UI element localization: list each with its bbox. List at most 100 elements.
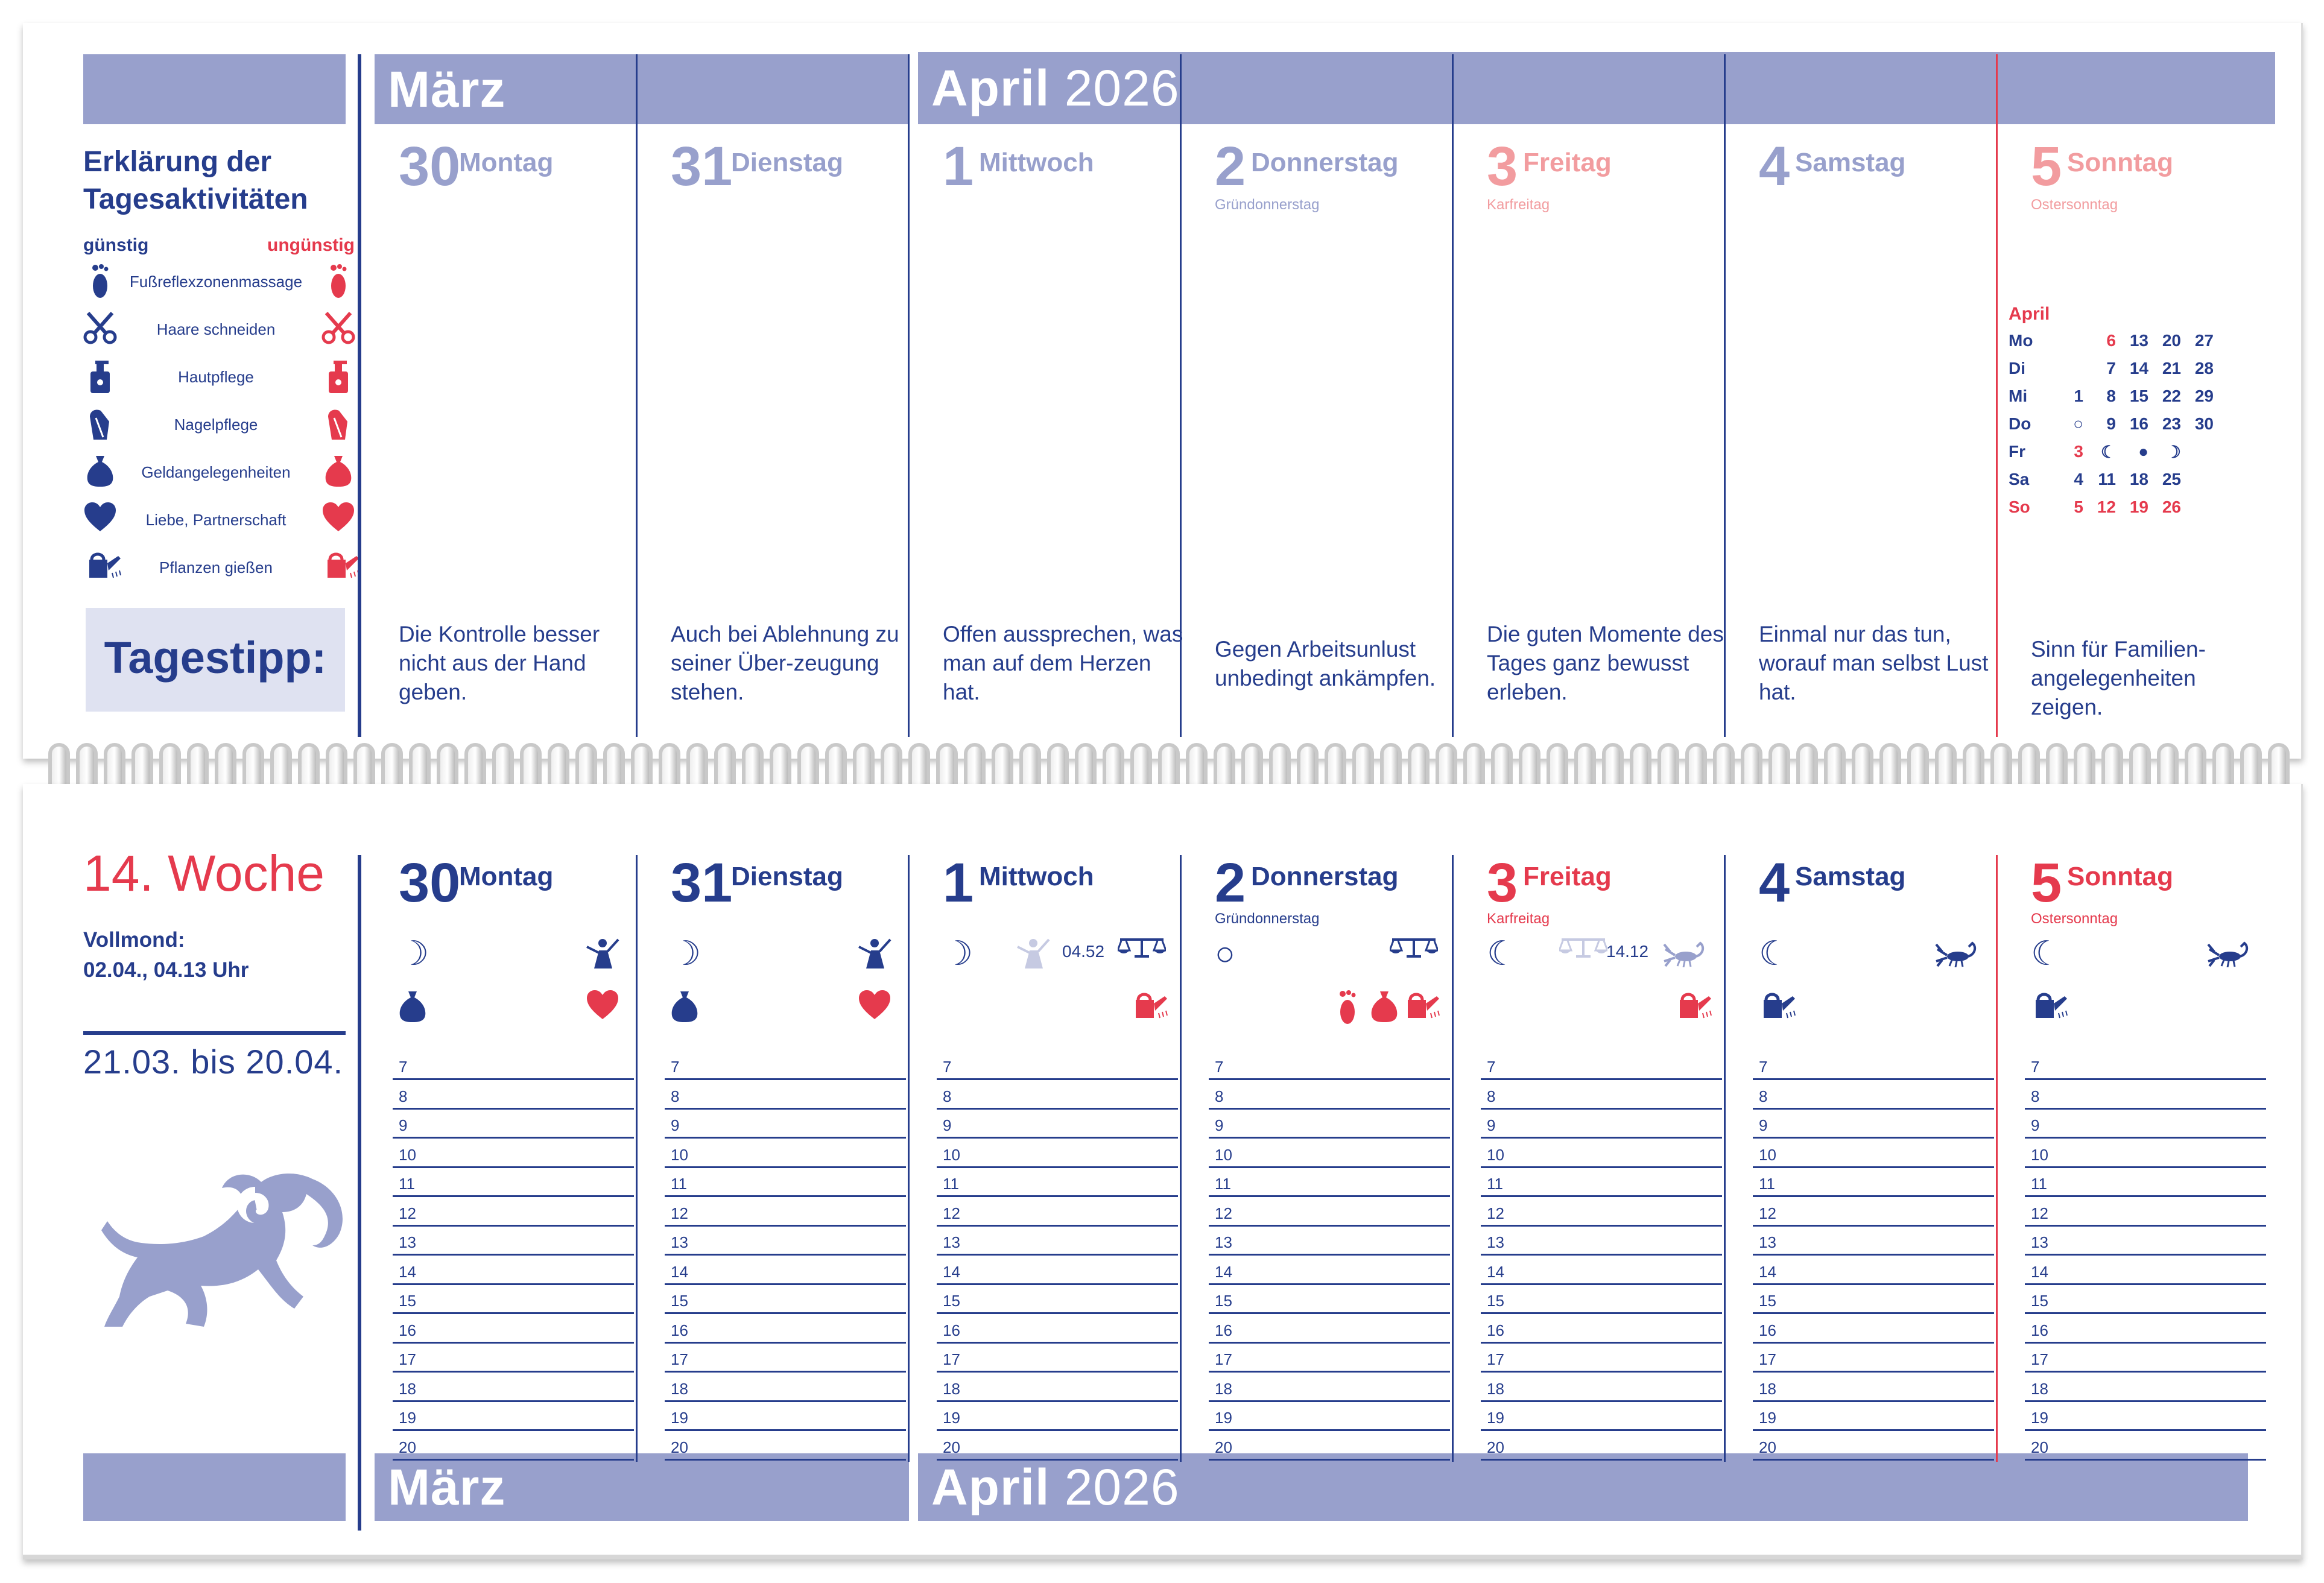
hour-line: 12: [1481, 1196, 1722, 1227]
hour-line: 7: [937, 1049, 1178, 1080]
top-day-tip: Offen aussprechen, was man auf dem Herze…: [943, 622, 1183, 704]
hour-label: 8: [1487, 1087, 1496, 1105]
hour-line: 19: [1209, 1400, 1450, 1431]
mini-calendar-cell: 8: [2106, 387, 2116, 405]
mini-calendar-table: Mo 6 13 20 27 Di 7 14 21 28 Mi 1 8 15 22 29 Do ○ 9 16 23 30 Fr…: [2009, 327, 2214, 521]
hour-line: 20: [1209, 1430, 1450, 1461]
top-day-tip: Die guten Momente des Tages ganz bewusst…: [1487, 622, 1724, 704]
hour-line: 11: [665, 1166, 906, 1197]
hour-line: 8: [665, 1079, 906, 1110]
zodiac-divider: [83, 1031, 346, 1035]
hour-line: 15: [1753, 1283, 1994, 1314]
hour-line: 13: [1481, 1225, 1722, 1256]
bottom-day-name: Samstag: [1795, 862, 1906, 891]
watering-can-icon: [1674, 989, 1712, 1026]
hour-label: 13: [1487, 1233, 1504, 1251]
footer-march-title: März: [388, 1459, 506, 1515]
watering-can-unfavorable-icon: [321, 549, 359, 583]
hour-line: 8: [393, 1079, 634, 1110]
top-day-number: 1: [943, 136, 974, 197]
hour-line: 8: [2025, 1079, 2266, 1110]
top-day-name: Samstag: [1795, 148, 1906, 177]
hour-line: 16: [1209, 1313, 1450, 1344]
hour-label: 13: [1759, 1233, 1776, 1251]
bottom-day-number: 1: [943, 852, 974, 914]
hour-line: 15: [937, 1283, 1178, 1314]
mini-calendar-cell: 19: [2129, 498, 2148, 516]
mini-calendar-cell: 14: [2129, 359, 2148, 378]
hour-line: 9: [1209, 1108, 1450, 1139]
heart-icon: [83, 501, 117, 535]
legend-row-2: Hautpflege: [83, 358, 367, 394]
hour-label: 11: [1487, 1175, 1503, 1193]
hour-line: 7: [1209, 1049, 1450, 1080]
mini-calendar-cell: 1: [2074, 387, 2083, 405]
heart-icon: [586, 989, 619, 1023]
mini-calendar-cell: ○: [2073, 414, 2083, 433]
hour-label: 19: [671, 1409, 688, 1427]
hour-label: 7: [2031, 1058, 2040, 1076]
hour-line: 14: [665, 1254, 906, 1285]
virgo-icon: [856, 936, 893, 973]
mini-calendar-cell: 7: [2106, 359, 2116, 378]
watering-can-icon: [83, 549, 121, 583]
mini-calendar-cell: 3: [2074, 442, 2083, 461]
scorpio-icon: [1662, 941, 1706, 970]
hour-line: 18: [1481, 1371, 1722, 1402]
hour-line: 10: [2025, 1137, 2266, 1168]
hour-line: 8: [937, 1079, 1178, 1110]
hour-line: 9: [2025, 1108, 2266, 1139]
hour-label: 9: [399, 1116, 408, 1134]
hour-label: 10: [399, 1145, 416, 1164]
hour-line: 20: [393, 1430, 634, 1461]
hour-label: 17: [399, 1350, 416, 1368]
libra-icon: [1557, 936, 1609, 963]
top-day-tip: Einmal nur das tun, worauf man selbst Lu…: [1759, 622, 1989, 704]
hour-line: 17: [937, 1342, 1178, 1373]
top-day-name: Freitag: [1523, 148, 1612, 177]
april-header-band: April 2026: [918, 52, 2275, 124]
bottom-column-divider: [1180, 855, 1182, 1462]
bottom-calendar-page: 14. Woche Vollmond: 02.04., 04.13 Uhr 21…: [23, 784, 2303, 1559]
hour-label: 8: [1759, 1087, 1768, 1105]
legend-item-label: Geldangelegenheiten: [141, 463, 291, 481]
legend-item-label: Liebe, Partnerschaft: [145, 511, 287, 529]
hour-line: 18: [937, 1371, 1178, 1402]
footer-legend-band: [83, 1453, 346, 1521]
hour-label: 9: [1215, 1116, 1224, 1134]
hour-line: 14: [1481, 1254, 1722, 1285]
legend-row-0: Fußreflexzonenmassage: [83, 263, 367, 299]
hour-label: 14: [1487, 1262, 1504, 1281]
top-column-divider: [1996, 54, 1998, 737]
hour-line: 17: [665, 1342, 906, 1373]
hour-label: 13: [671, 1233, 688, 1251]
hour-line: 9: [1481, 1108, 1722, 1139]
legend-title: Erklärung der Tagesaktivitäten: [83, 144, 308, 218]
hour-label: 16: [2031, 1321, 2048, 1339]
hour-label: 16: [671, 1321, 688, 1339]
hour-label: 12: [2031, 1204, 2048, 1222]
mini-calendar-cell: 15: [2129, 387, 2148, 405]
hour-line: 11: [393, 1166, 634, 1197]
mini-calendar-cell: [2181, 493, 2214, 521]
hour-label: 20: [1215, 1438, 1232, 1456]
mini-calendar-weekday: Di: [2009, 359, 2025, 378]
money-bag-icon: [397, 989, 428, 1026]
legend-item-label: Nagelpflege: [174, 415, 258, 434]
april-label: April: [931, 60, 1050, 116]
hour-label: 13: [1215, 1233, 1232, 1251]
hour-label: 11: [399, 1175, 415, 1193]
hour-line: 15: [2025, 1283, 2266, 1314]
hour-line: 14: [2025, 1254, 2266, 1285]
tagestipp-label: Tagestipp:: [104, 633, 327, 683]
tagestipp-box: Tagestipp:: [86, 608, 345, 712]
hour-line: 19: [1753, 1400, 1994, 1431]
hour-label: 11: [2031, 1175, 2047, 1193]
mini-calendar-cell: [2051, 355, 2083, 382]
hour-label: 17: [2031, 1350, 2048, 1368]
hour-line: 7: [1753, 1049, 1994, 1080]
top-column-divider: [1452, 54, 1454, 737]
money-bag-icon: [1369, 989, 1399, 1026]
legend-item-label: Pflanzen gießen: [159, 558, 273, 577]
hour-label: 14: [943, 1262, 960, 1281]
